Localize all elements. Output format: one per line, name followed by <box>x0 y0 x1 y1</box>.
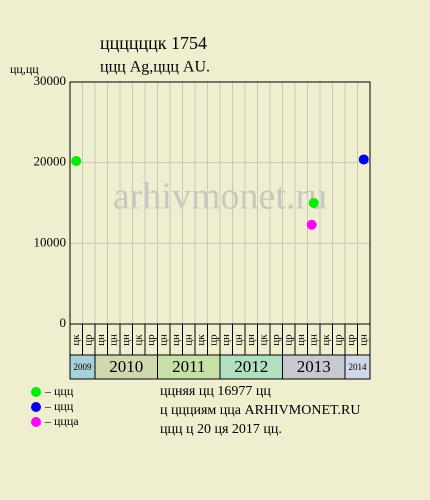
x-tick-label: цр <box>82 334 94 346</box>
x-tick-label: цн <box>157 334 169 346</box>
year-label: 2011 <box>172 357 205 376</box>
x-tick-label: цн <box>307 334 319 346</box>
year-box <box>282 354 346 380</box>
year-box <box>344 354 371 380</box>
year-box <box>157 354 221 380</box>
x-tick-label: цк <box>70 334 82 346</box>
x-tick-label: цр <box>282 334 294 346</box>
data-point <box>306 219 317 230</box>
y-tick-label: 20000 <box>34 154 67 169</box>
x-tick-label: цр <box>145 334 157 346</box>
x-tick-label: цн <box>107 334 119 346</box>
y-axis-label: цц,цц <box>10 62 39 76</box>
y-tick-label: 0 <box>60 315 67 330</box>
x-tick-label: цн <box>245 334 257 346</box>
year-box <box>219 354 283 380</box>
x-tick-label: цн <box>232 334 244 346</box>
data-point <box>358 154 369 165</box>
x-tick-label: цн <box>95 334 107 346</box>
chart-title: ццццццк 1754 <box>100 33 207 53</box>
note: ццняя цц 16977 цц <box>160 384 271 399</box>
note: ц ццциям цца ARHIVMONET.RU <box>160 403 360 418</box>
x-tick-label: цр <box>345 334 357 346</box>
y-tick-label: 30000 <box>34 73 67 88</box>
y-tick-label: 10000 <box>34 234 67 249</box>
x-tick-label: цр <box>270 334 282 346</box>
year-label: 2010 <box>109 357 143 376</box>
chart-subtitle: ццц Ag,ццц AU. <box>100 59 210 76</box>
x-tick-label: цн <box>295 334 307 346</box>
legend-label: – ццц <box>44 384 74 398</box>
x-tick-label: цр <box>332 334 344 346</box>
x-tick-label: цк <box>320 334 332 346</box>
year-label: 2012 <box>234 357 268 376</box>
year-box <box>69 354 96 380</box>
legend-marker <box>31 387 41 397</box>
year-box <box>94 354 158 380</box>
legend-label: – цццa <box>44 414 79 428</box>
year-label: 2014 <box>349 362 368 372</box>
data-point <box>308 198 319 208</box>
legend-marker <box>31 417 41 427</box>
x-tick-label: цр <box>207 334 219 346</box>
legend-marker <box>31 402 41 412</box>
x-tick-label: цк <box>257 334 269 346</box>
x-tick-label: цн <box>170 334 182 346</box>
year-label: 2009 <box>74 362 93 372</box>
x-tick-label: цн <box>182 334 194 346</box>
x-tick-label: цн <box>120 334 132 346</box>
note: ццц ц 20 ця 2017 цц. <box>160 422 282 437</box>
data-point <box>71 156 82 167</box>
x-tick-label: цн <box>220 334 232 346</box>
x-tick-label: цк <box>132 334 144 346</box>
watermark: arhivmonet.ru <box>113 176 327 218</box>
x-tick-label: цк <box>195 334 207 346</box>
x-tick-label: цн <box>357 334 369 346</box>
legend-label: – ццц <box>44 399 74 413</box>
year-label: 2013 <box>297 357 331 376</box>
